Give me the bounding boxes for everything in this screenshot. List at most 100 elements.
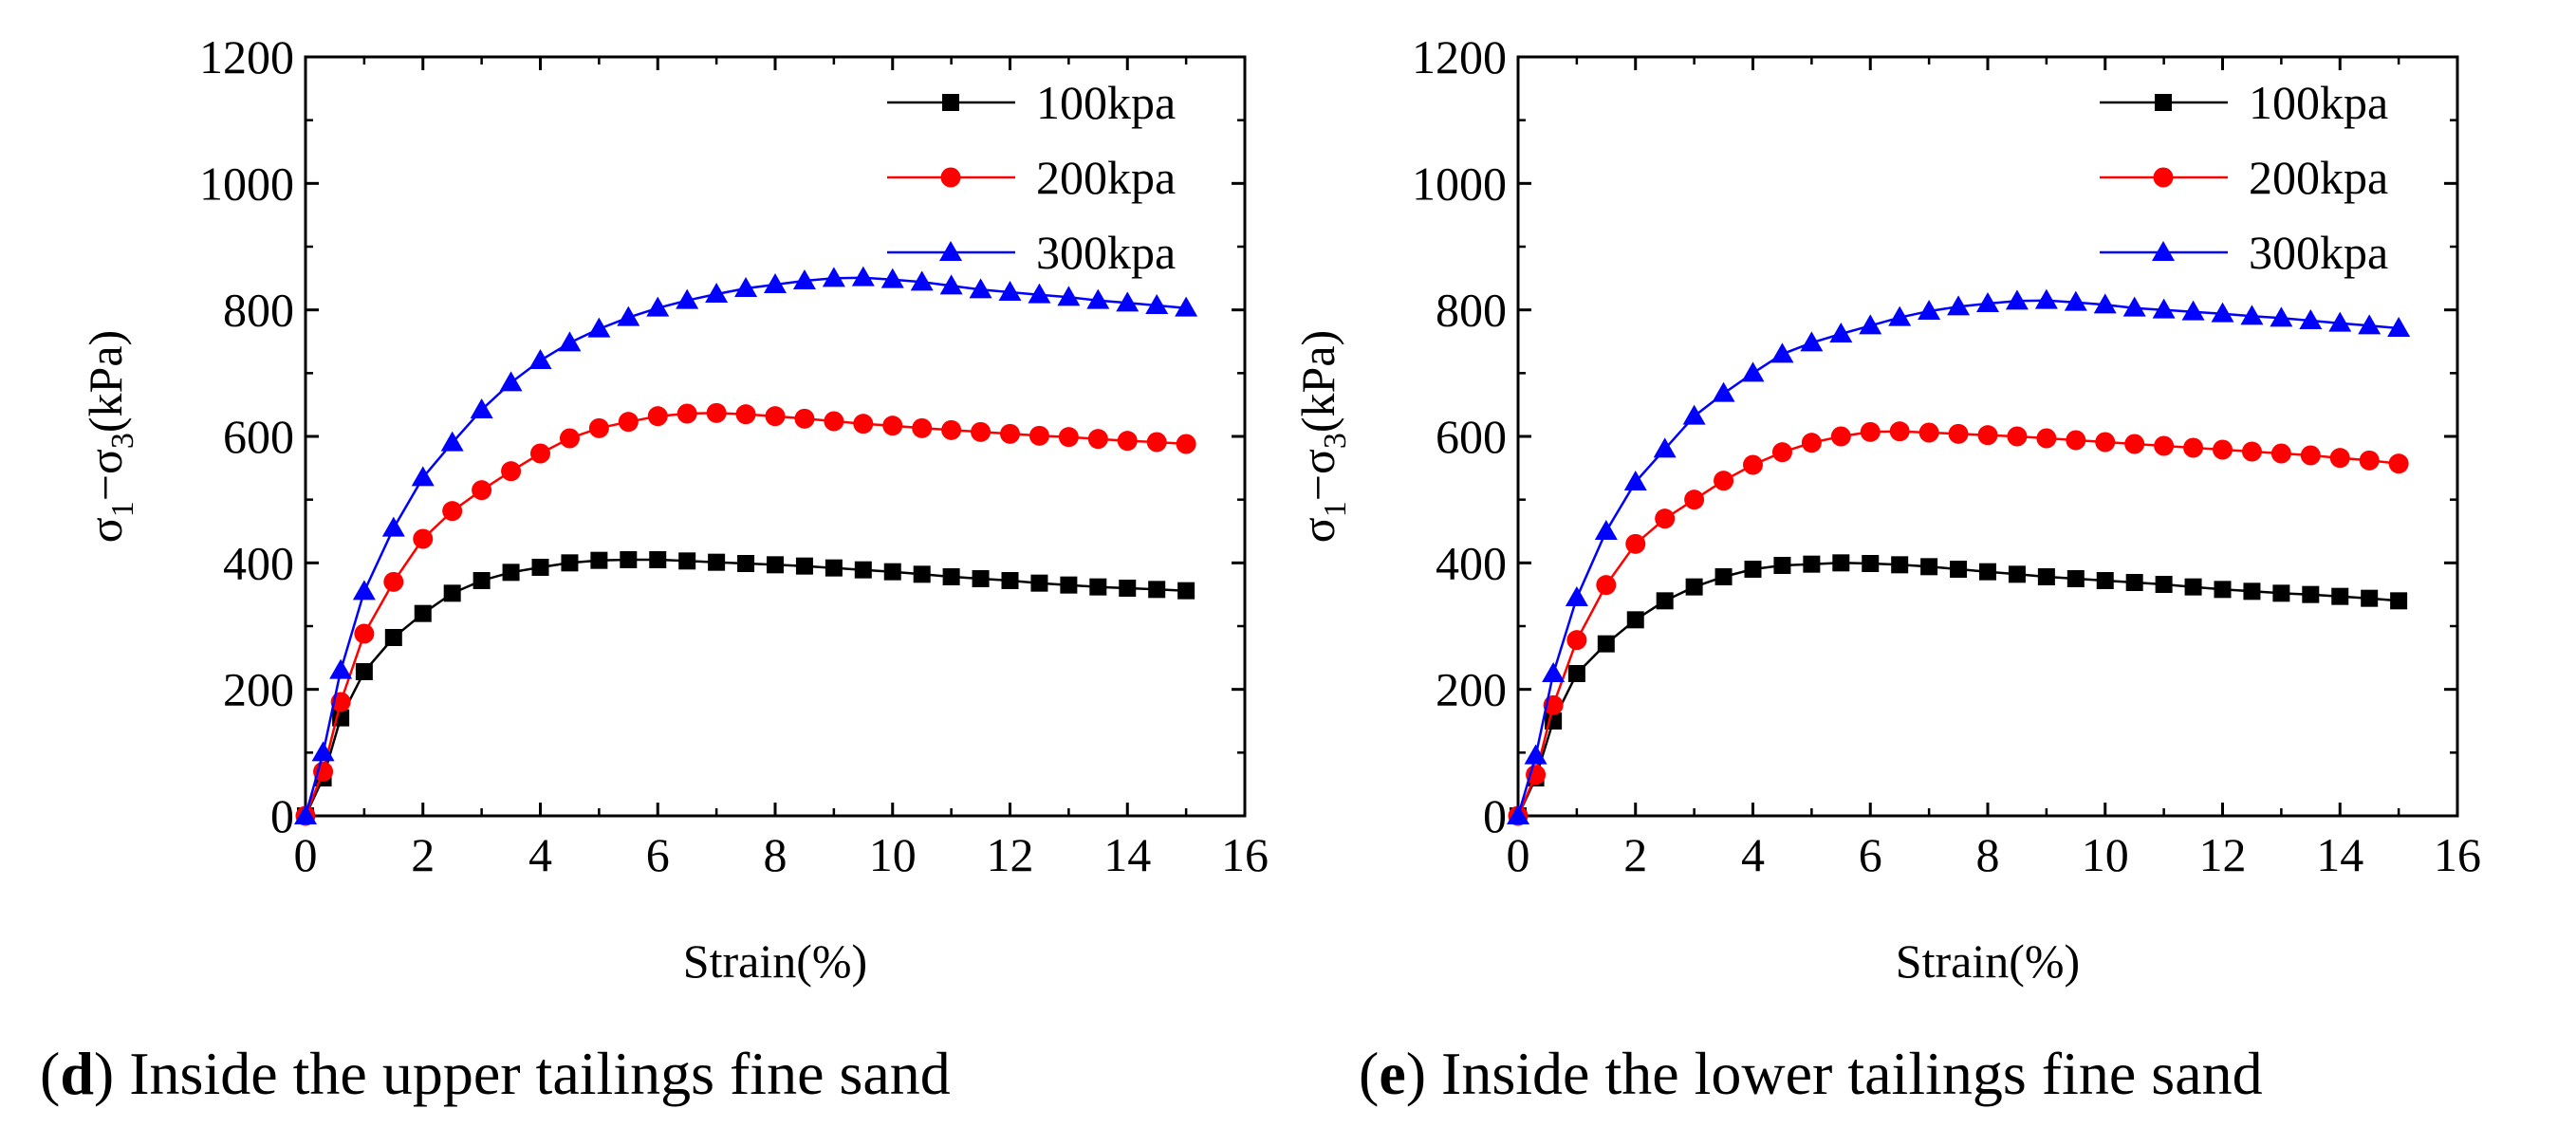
data-point-300kpa [440,431,464,452]
x-tick-label: 0 [294,828,318,881]
data-point-100kpa [355,663,373,680]
legend-label: 300kpa [2249,226,2388,279]
legend-label: 300kpa [1036,226,1176,279]
data-point-300kpa [1524,744,1547,765]
x-tick-label: 2 [411,828,435,881]
data-point-100kpa [2184,578,2202,596]
legend-label: 100kpa [1036,76,1176,129]
data-point-300kpa [1770,342,1794,363]
data-point-200kpa [647,406,668,427]
data-point-300kpa [2270,306,2293,327]
y-axis-label: σ1−σ3(kPa) [1291,330,1353,543]
data-point-300kpa [1976,292,1999,312]
data-point-200kpa [765,406,786,427]
data-point-300kpa [822,267,845,287]
data-point-200kpa [2300,445,2321,466]
y-tick-label: 1200 [199,30,294,83]
data-point-200kpa [442,501,463,522]
data-point-300kpa [2387,317,2411,337]
data-point-200kpa [1743,454,1763,475]
data-point-200kpa [2066,430,2086,451]
data-point-300kpa [294,804,317,824]
data-point-300kpa [939,274,963,295]
data-point-300kpa [1565,586,1588,606]
data-point-200kpa [941,419,962,440]
data-point-200kpa [383,571,404,592]
data-point-300kpa [2181,300,2205,321]
data-point-200kpa [2183,437,2204,458]
data-point-300kpa [1712,381,1735,402]
data-point-100kpa [2331,587,2349,605]
legend-marker [939,241,962,261]
chart-panel-1: 0 2 4 6 8 10 12 14 16 0 200 400 600 800 1000 1200 Strain… [79,30,1269,988]
x-tick-label: 16 [1221,828,1269,881]
data-point-200kpa [1655,508,1676,529]
data-point-200kpa [1801,433,1822,453]
data-point-200kpa [1566,630,1587,651]
data-point-100kpa [1089,578,1107,596]
data-point-200kpa [559,428,580,449]
data-point-300kpa [2211,302,2234,323]
data-point-100kpa [1744,561,1762,578]
data-point-100kpa [737,555,755,572]
caption-e: (e) Inside the lower tailings fine sand [1359,1040,2263,1107]
data-point-100kpa [1148,581,1166,599]
data-point-200kpa [2359,450,2380,471]
data-point-200kpa [912,417,933,438]
data-point-300kpa [2034,288,2058,309]
series-300kpa [1507,288,2411,824]
legend: 100kpa 200kpa 300kpa [2100,76,2388,279]
x-tick-label: 6 [646,828,670,881]
data-point-100kpa [1177,582,1195,600]
x-tick-label: 4 [1741,828,1765,881]
data-point-200kpa [2154,435,2175,456]
x-tick-label: 4 [528,828,552,881]
legend-label: 200kpa [1036,151,1176,204]
y-axis-label-subscript: 1 [1318,501,1353,517]
data-point-300kpa [880,268,904,288]
data-point-200kpa [1860,421,1881,442]
data-point-100kpa [1891,556,1909,574]
legend-label: 200kpa [2249,151,2388,204]
legend-marker [942,94,959,111]
data-point-200kpa [530,443,550,464]
y-axis-label-subscript: 3 [1318,433,1353,449]
data-point-100kpa [1597,635,1615,653]
data-point-100kpa [2302,585,2320,603]
data-point-100kpa [2361,589,2379,607]
data-point-100kpa [2066,570,2085,587]
data-point-300kpa [1116,291,1140,312]
data-point-300kpa [764,273,787,293]
series-line-200kpa [304,412,1187,817]
y-tick-label: 800 [1436,284,1507,337]
data-point-100kpa [1950,561,1968,578]
data-point-300kpa [1594,520,1618,540]
y-tick-label: 1000 [1412,157,1507,210]
data-point-300kpa [998,281,1022,301]
data-point-300kpa [1859,314,1882,335]
data-point-200kpa [824,411,844,432]
data-point-200kpa [2124,434,2145,454]
y-axis-label-part: − [1291,474,1344,501]
caption-d-text: Inside the upper tailings fine sand [129,1040,951,1107]
y-axis-label-part: σ [1291,517,1344,543]
data-point-200kpa [1146,432,1167,453]
data-point-300kpa [1057,286,1081,306]
series-200kpa [1508,421,2409,826]
data-point-100kpa [708,553,726,571]
data-point-300kpa [2152,298,2176,319]
y-axis-label-part: σ [1291,449,1344,474]
series-line-300kpa [304,276,1187,817]
caption-e-letter: e [1379,1040,1406,1107]
data-point-100kpa [1832,554,1850,572]
data-point-300kpa [352,580,376,601]
data-point-100kpa [2155,576,2173,593]
data-point-100kpa [1979,563,1996,581]
data-point-300kpa [2358,314,2381,335]
series-line-100kpa [1516,562,2400,817]
legend-marker [940,167,961,188]
data-point-300kpa [2328,311,2352,332]
data-point-100kpa [942,568,960,585]
data-point-100kpa [649,551,667,568]
